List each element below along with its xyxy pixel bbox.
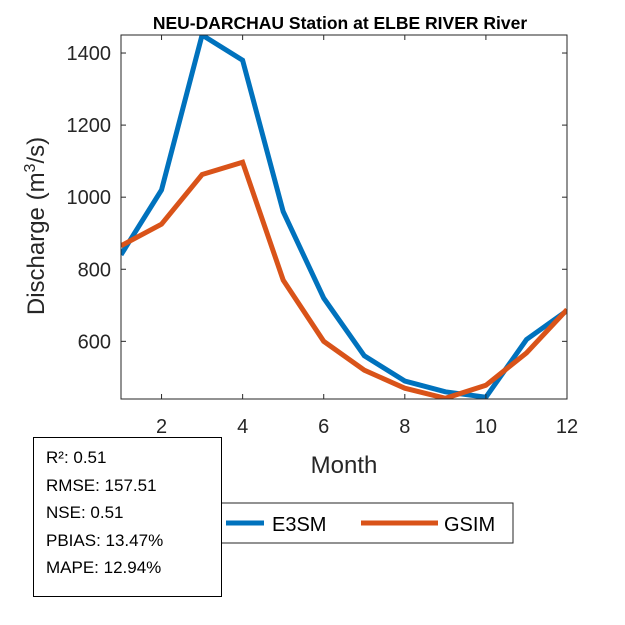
y-tick-label: 1400 (67, 43, 112, 65)
series-line-gsim (121, 159, 567, 399)
r2-metric: R²: 0.51 (46, 448, 107, 467)
y-axis-label-superscript: 3 (22, 163, 39, 172)
chart-title: NEU-DARCHAU Station at ELBE RIVER River (153, 13, 528, 33)
rmse-metric: RMSE: 157.51 (46, 475, 157, 495)
legend-label-e3sm: E3SM (272, 514, 326, 536)
x-tick-label: 4 (237, 416, 248, 438)
nse-metric: NSE: 0.51 (46, 503, 124, 522)
x-tick-label: 2 (156, 416, 167, 438)
mape-metric: MAPE: 12.94% (46, 558, 162, 577)
y-axis-label: Discharge (m3/s) (22, 137, 50, 315)
y-axis-label-unit: /s) (23, 137, 50, 164)
x-tick-label: 10 (475, 416, 497, 438)
y-tick-label: 800 (78, 259, 111, 281)
legend-label-gsim: GSIM (444, 514, 495, 536)
pbias-metric: PBIAS: 13.47% (46, 530, 164, 550)
x-axis-label: Month (311, 452, 378, 479)
y-tick-label: 1000 (67, 187, 112, 209)
metrics-box: R²: 0.51 RMSE: 157.51 NSE: 0.51 PBIAS: 1… (33, 437, 222, 597)
y-tick-label: 600 (78, 331, 111, 353)
series-line-e3sm (121, 35, 567, 399)
plot-frame (120, 34, 568, 400)
x-tick-label: 6 (318, 416, 329, 438)
x-tick-label: 12 (556, 416, 578, 438)
y-tick-label: 1200 (67, 115, 112, 137)
x-tick-label: 8 (399, 416, 410, 438)
y-axis-label-main: Discharge (m (23, 172, 50, 315)
